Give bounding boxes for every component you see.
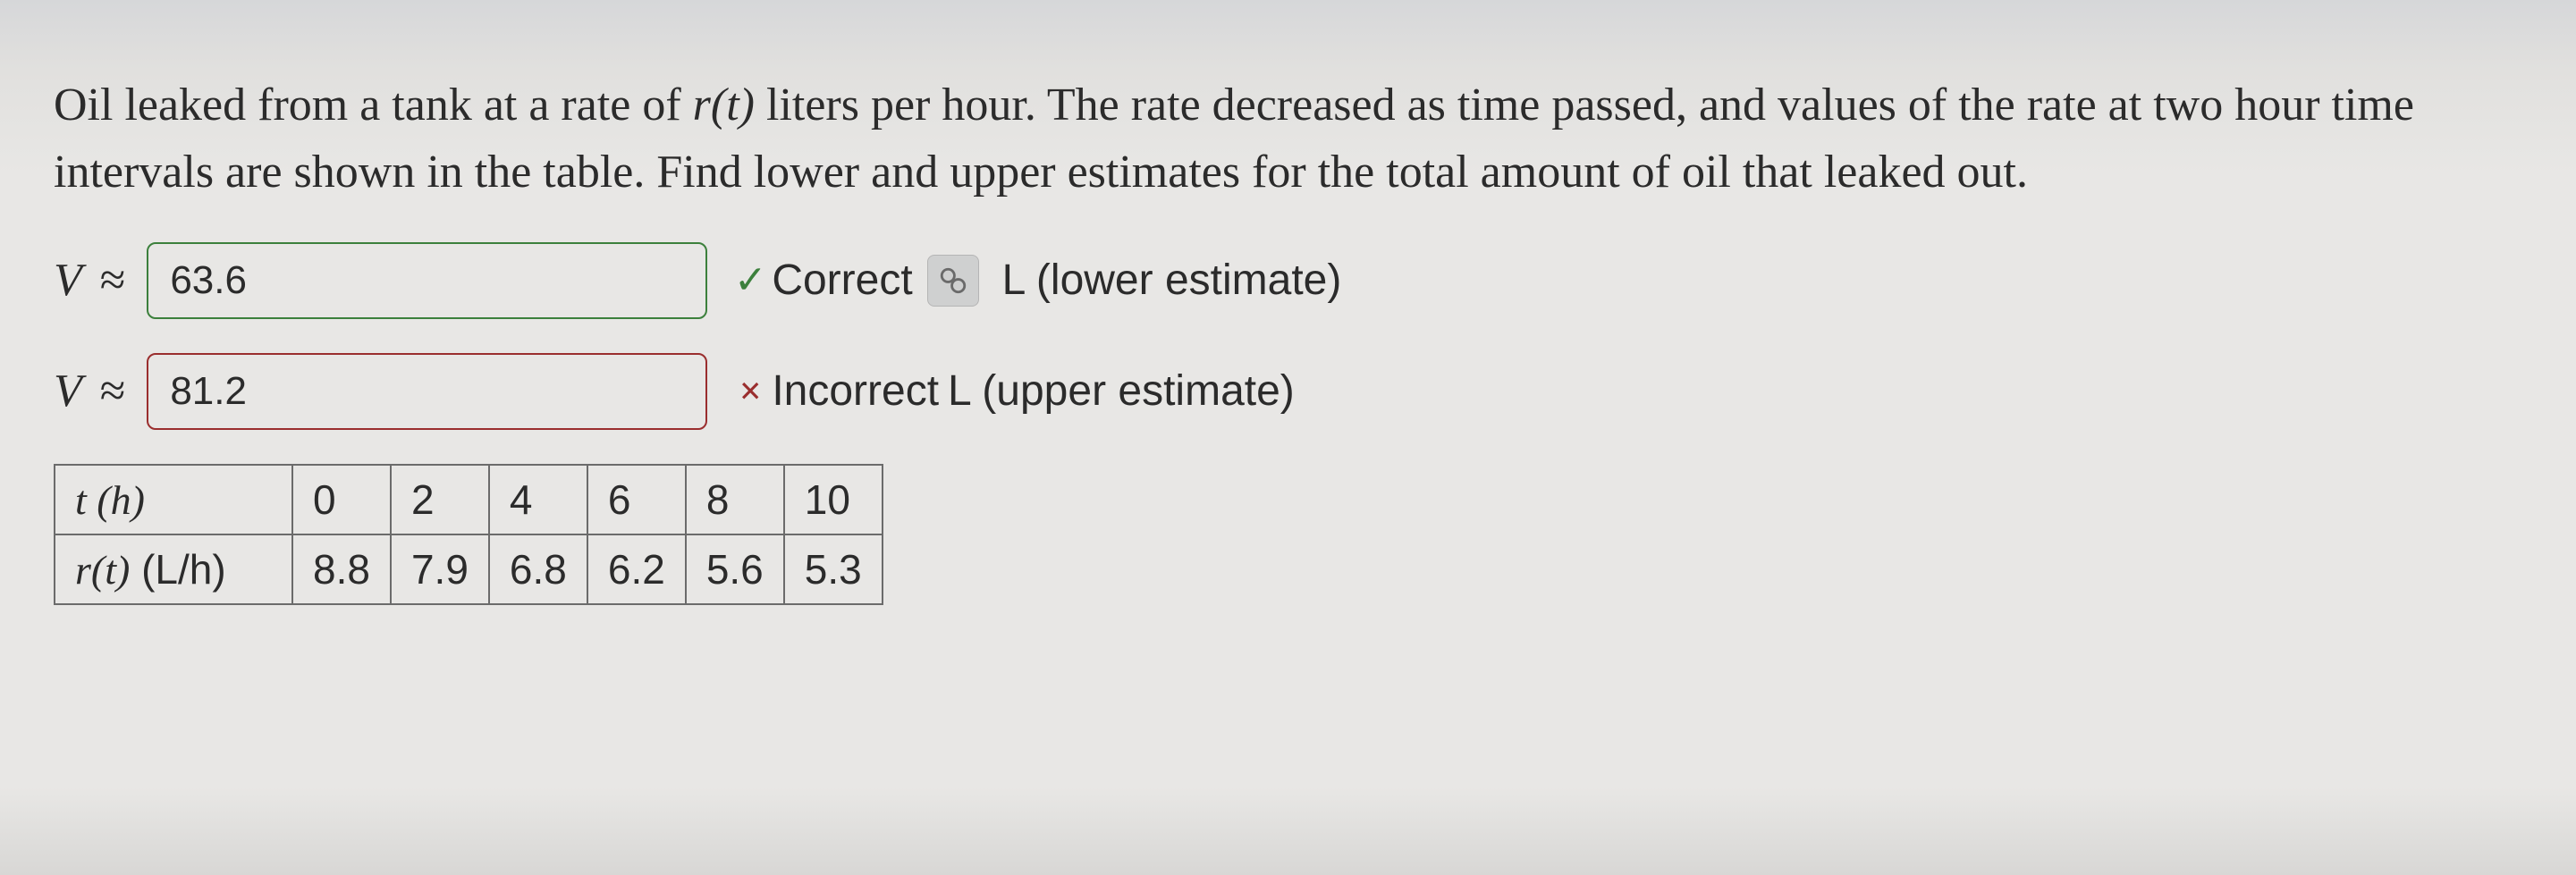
r-cell: 8.8 xyxy=(292,534,391,604)
r-cell: 5.3 xyxy=(784,534,883,604)
r-cell: 6.2 xyxy=(587,534,686,604)
t-cell: 6 xyxy=(587,465,686,534)
t-cell: 4 xyxy=(489,465,587,534)
lower-var: V xyxy=(54,254,82,307)
t-cell: 10 xyxy=(784,465,883,534)
upper-approx: ≈ xyxy=(100,365,126,417)
rate-table: t (h) 0 2 4 6 8 10 r(t) (L/h) 8.8 7.9 6.… xyxy=(54,464,883,605)
prompt-text-before: Oil leaked from a tank at a rate of xyxy=(54,80,693,130)
table-row: t (h) 0 2 4 6 8 10 xyxy=(55,465,883,534)
check-icon: ✓ xyxy=(732,257,768,303)
link-icon xyxy=(938,265,968,296)
lower-estimate-row: V ≈ ✓ Correct L (lower estimate) xyxy=(54,242,2522,319)
r-cell: 6.8 xyxy=(489,534,587,604)
link-alt-answer-button[interactable] xyxy=(927,255,979,307)
upper-estimate-row: V ≈ × Incorrect L (upper estimate) xyxy=(54,353,2522,430)
upper-var: V xyxy=(54,365,82,417)
lower-approx: ≈ xyxy=(100,254,126,307)
lower-status-text: Correct xyxy=(772,256,912,305)
lower-answer-input[interactable] xyxy=(147,242,707,319)
table-row: r(t) (L/h) 8.8 7.9 6.8 6.2 5.6 5.3 xyxy=(55,534,883,604)
upper-label: L (upper estimate) xyxy=(948,366,1295,416)
t-header: t (h) xyxy=(55,465,292,534)
upper-status: × Incorrect xyxy=(732,366,939,416)
lower-label: L (lower estimate) xyxy=(1002,256,1342,305)
lower-status: ✓ Correct xyxy=(732,256,912,305)
x-icon: × xyxy=(732,368,768,414)
question-prompt: Oil leaked from a tank at a rate of r(t)… xyxy=(54,72,2522,206)
r-header: r(t) (L/h) xyxy=(55,534,292,604)
r-of-t: r(t) xyxy=(693,80,755,130)
t-cell: 8 xyxy=(686,465,784,534)
upper-answer-input[interactable] xyxy=(147,353,707,430)
r-cell: 7.9 xyxy=(391,534,489,604)
t-cell: 2 xyxy=(391,465,489,534)
upper-status-text: Incorrect xyxy=(772,366,939,416)
t-cell: 0 xyxy=(292,465,391,534)
r-cell: 5.6 xyxy=(686,534,784,604)
